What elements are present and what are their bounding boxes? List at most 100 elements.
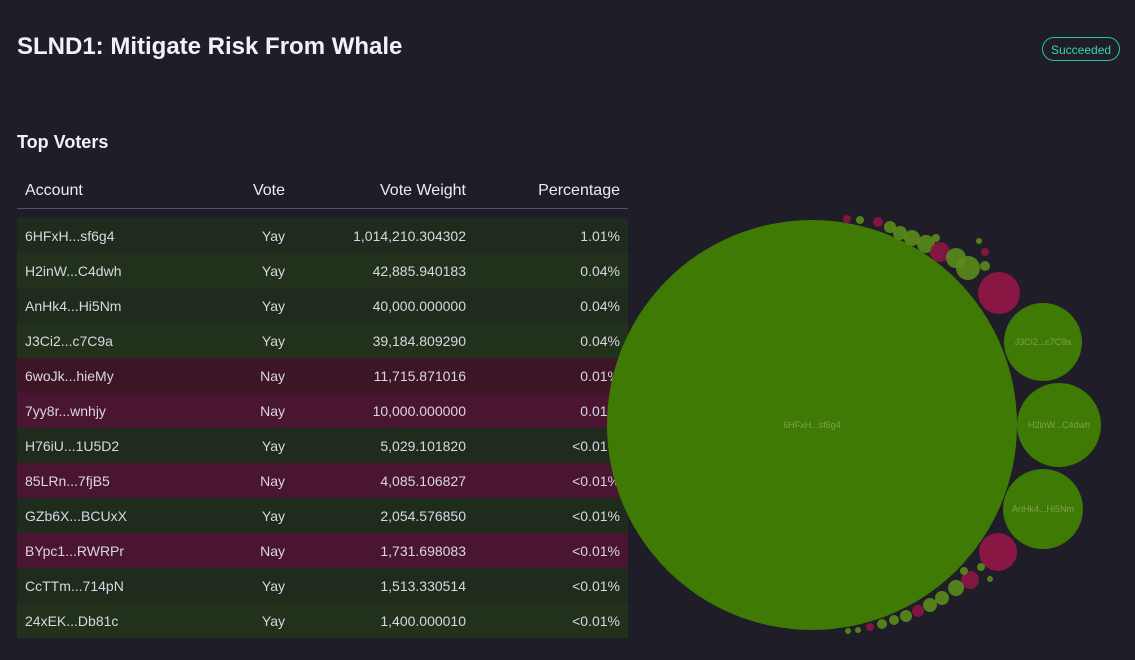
account-cell: 7yy8r...wnhjy <box>25 402 106 419</box>
bubble-label: J3Ci2...c7C9a <box>1015 337 1072 347</box>
small-voter-bubble[interactable] <box>956 256 980 280</box>
percentage-cell: 0.01% <box>580 367 620 384</box>
page-title: SLND1: Mitigate Risk From Whale <box>17 33 403 60</box>
percentage-cell: 1.01% <box>580 227 620 244</box>
small-voter-bubble[interactable] <box>904 230 920 246</box>
vote-weight-cell: 40,000.000000 <box>372 297 466 314</box>
vote-cell: Yay <box>261 332 285 349</box>
voter-bubble[interactable] <box>1017 383 1101 467</box>
voter-bubble[interactable] <box>1003 469 1083 549</box>
table-row[interactable]: GZb6X...BCUxX Yay 2,054.576850 <0.01% <box>17 498 628 533</box>
table-row[interactable]: 6woJk...hieMy Nay 11,715.871016 0.01% <box>17 358 628 393</box>
account-cell: GZb6X...BCUxX <box>25 507 127 524</box>
table-row[interactable]: 24xEK...Db81c Yay 1,400.000010 <0.01% <box>17 603 628 638</box>
vote-weight-cell: 4,085.106827 <box>380 472 466 489</box>
small-voter-bubble[interactable] <box>873 217 883 227</box>
table-row[interactable]: H2inW...C4dwh Yay 42,885.940183 0.04% <box>17 253 628 288</box>
small-voter-bubble[interactable] <box>917 235 935 253</box>
vote-cell: Yay <box>261 612 285 629</box>
vote-weight-cell: 2,054.576850 <box>380 507 466 524</box>
small-voter-bubble[interactable] <box>981 248 989 256</box>
bubble-label: H2inW...C4dwh <box>1028 420 1090 430</box>
table-row[interactable]: CcTTm...714pN Yay 1,513.330514 <0.01% <box>17 568 628 603</box>
small-voter-bubble[interactable] <box>855 627 861 633</box>
vote-bubble-chart: 6HFxH...sf6g4 J3Ci2...c7C9a H2inW...C4dwh A… <box>607 215 1101 634</box>
bubble-label: AnHk4...Hi5Nm <box>1012 504 1074 514</box>
percentage-cell: 0.04% <box>580 332 620 349</box>
top-voters-table: Account Vote Vote Weight Percentage 6HFx… <box>17 173 628 638</box>
small-voter-bubble[interactable] <box>900 610 912 622</box>
small-voter-bubble[interactable] <box>843 215 851 223</box>
vote-cell: Yay <box>261 577 285 594</box>
table-row[interactable]: H76iU...1U5D2 Yay 5,029.101820 <0.01% <box>17 428 628 463</box>
vote-weight-cell: 10,000.000000 <box>372 402 466 419</box>
account-cell: H2inW...C4dwh <box>25 262 122 279</box>
small-voter-bubble[interactable] <box>884 221 896 233</box>
small-voter-bubble[interactable] <box>987 576 993 582</box>
bubble-label: 6HFxH...sf6g4 <box>783 420 841 430</box>
small-voter-bubble[interactable] <box>845 628 851 634</box>
percentage-cell: 0.04% <box>580 262 620 279</box>
vote-cell: Yay <box>261 297 285 314</box>
table-row[interactable]: BYpc1...RWRPr Nay 1,731.698083 <0.01% <box>17 533 628 568</box>
vote-weight-cell: 42,885.940183 <box>372 262 466 279</box>
vote-weight-cell: 11,715.871016 <box>373 367 466 384</box>
small-voter-bubble[interactable] <box>960 567 968 575</box>
account-cell: 6HFxH...sf6g4 <box>25 227 115 244</box>
vote-cell: Nay <box>260 402 285 419</box>
percentage-cell: <0.01% <box>572 542 620 559</box>
voter-bubble[interactable] <box>1004 303 1082 381</box>
small-voter-bubble[interactable] <box>889 615 899 625</box>
percentage-cell: 0.04% <box>580 297 620 314</box>
column-header-vote-weight[interactable]: Vote Weight <box>293 173 474 209</box>
table-row[interactable]: AnHk4...Hi5Nm Yay 40,000.000000 0.04% <box>17 288 628 323</box>
account-cell: H76iU...1U5D2 <box>25 437 120 454</box>
table-header-row: Account Vote Vote Weight Percentage <box>17 173 628 209</box>
voter-bubble[interactable] <box>607 220 1017 630</box>
small-voter-bubble[interactable] <box>930 242 950 262</box>
small-voter-bubble[interactable] <box>977 563 985 571</box>
account-cell: 24xEK...Db81c <box>25 612 119 629</box>
table-row[interactable]: 85LRn...7fjB5 Nay 4,085.106827 <0.01% <box>17 463 628 498</box>
vote-cell: Yay <box>261 227 285 244</box>
column-header-vote[interactable]: Vote <box>205 173 293 209</box>
small-voter-bubble[interactable] <box>961 571 979 589</box>
small-voter-bubble[interactable] <box>980 261 990 271</box>
account-cell: CcTTm...714pN <box>25 577 124 594</box>
small-voter-bubble[interactable] <box>935 591 949 605</box>
small-voter-bubble[interactable] <box>866 623 874 631</box>
vote-cell: Yay <box>261 437 285 454</box>
vote-cell: Yay <box>261 262 285 279</box>
small-voter-bubble[interactable] <box>923 598 937 612</box>
table-row[interactable]: 7yy8r...wnhjy Nay 10,000.000000 0.01% <box>17 393 628 428</box>
small-voter-bubble[interactable] <box>893 226 907 240</box>
vote-cell: Nay <box>260 542 285 559</box>
percentage-cell: <0.01% <box>572 472 620 489</box>
column-header-percentage[interactable]: Percentage <box>474 173 628 209</box>
voter-bubble[interactable] <box>979 533 1017 571</box>
column-header-account[interactable]: Account <box>17 173 205 209</box>
small-voter-bubble[interactable] <box>912 605 924 617</box>
percentage-cell: <0.01% <box>572 507 620 524</box>
vote-weight-cell: 1,731.698083 <box>380 542 466 559</box>
section-title-top-voters: Top Voters <box>17 132 109 152</box>
small-voter-bubble[interactable] <box>976 238 982 244</box>
vote-weight-cell: 5,029.101820 <box>380 437 466 454</box>
vote-cell: Nay <box>260 367 285 384</box>
vote-weight-cell: 1,513.330514 <box>380 577 466 594</box>
account-cell: 85LRn...7fjB5 <box>25 472 110 489</box>
small-voter-bubble[interactable] <box>932 234 940 242</box>
vote-weight-cell: 1,400.000010 <box>380 612 466 629</box>
small-voter-bubble[interactable] <box>948 580 964 596</box>
voter-bubble[interactable] <box>978 272 1020 314</box>
status-badge: Succeeded <box>1042 37 1121 61</box>
small-voter-bubble[interactable] <box>877 619 887 629</box>
vote-cell: Yay <box>261 507 285 524</box>
table-row[interactable]: J3Ci2...c7C9a Yay 39,184.809290 0.04% <box>17 323 628 358</box>
account-cell: BYpc1...RWRPr <box>25 542 125 559</box>
table-row[interactable]: 6HFxH...sf6g4 Yay 1,014,210.304302 1.01% <box>17 218 628 253</box>
account-cell: 6woJk...hieMy <box>25 367 114 384</box>
vote-weight-cell: 1,014,210.304302 <box>353 227 466 244</box>
percentage-cell: <0.01% <box>572 577 620 594</box>
small-voter-bubble[interactable] <box>856 216 864 224</box>
